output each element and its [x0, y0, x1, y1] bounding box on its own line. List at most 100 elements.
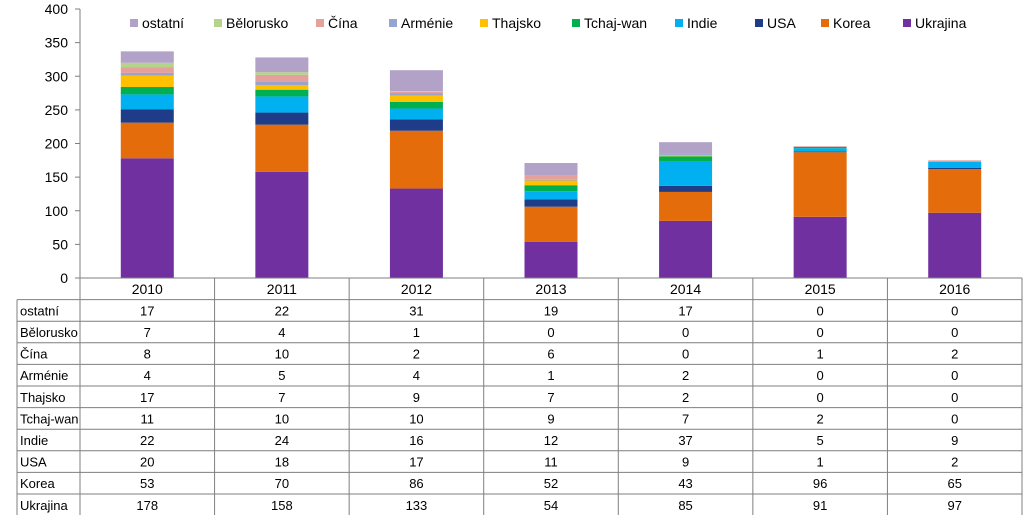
table-cell: 1: [547, 368, 554, 383]
bar-segment: [255, 96, 309, 113]
bar-segment: [120, 62, 174, 68]
table-cell: 2: [682, 390, 689, 405]
legend-swatch: [821, 19, 829, 27]
bar-segment: [255, 84, 309, 90]
bar-segment: [255, 89, 309, 97]
bar-segment: [255, 74, 309, 82]
legend-label: Korea: [833, 15, 871, 31]
bar-segment: [389, 101, 443, 109]
bar-segment: [389, 91, 443, 92]
table-cell: 0: [817, 368, 824, 383]
table-cell: 65: [947, 476, 961, 491]
bar-segment: [524, 163, 578, 176]
bar-segment: [120, 51, 174, 63]
bar-segment: [120, 158, 174, 278]
table-cell: 2: [817, 411, 824, 426]
bar-segment: [524, 179, 578, 181]
bar-segment: [389, 93, 443, 96]
table-cell: 6: [547, 347, 554, 362]
bar-segment: [120, 109, 174, 123]
table-cell: 0: [951, 368, 958, 383]
bar-segment: [120, 75, 174, 88]
table-cell: 0: [817, 303, 824, 318]
bar-segment: [255, 72, 309, 75]
y-tick-label: 200: [45, 136, 69, 152]
table-cell: 12: [544, 433, 558, 448]
table-cell: 2: [951, 347, 958, 362]
legend-label: ostatní: [142, 15, 184, 31]
table-cell: 24: [275, 433, 289, 448]
bar-segment: [928, 169, 982, 213]
x-tick-label: 2013: [535, 281, 566, 297]
legend-swatch: [903, 19, 911, 27]
table-cell: 11: [544, 455, 558, 470]
table-cell: 7: [547, 390, 554, 405]
legend-swatch: [389, 19, 397, 27]
table-cell: 10: [409, 411, 423, 426]
y-axis: 0 50 100 150 200 250 300 350 400: [45, 1, 81, 286]
table-row-label: ostatní: [20, 303, 59, 318]
bar-segment: [793, 146, 847, 149]
legend-swatch: [675, 19, 683, 27]
table-row-label: USA: [20, 455, 47, 470]
table-cell: 96: [813, 476, 827, 491]
table-cell: 178: [136, 498, 158, 513]
table-cell: 37: [678, 433, 692, 448]
table-cell: 22: [140, 433, 154, 448]
table-cell: 133: [406, 498, 428, 513]
table-cell: 5: [817, 433, 824, 448]
bar-segment: [120, 122, 174, 159]
bar-segment: [524, 206, 578, 242]
bar-segment: [659, 142, 713, 154]
x-tick-label: 2012: [401, 281, 432, 297]
bar-segment: [659, 191, 713, 221]
table-cell: 8: [144, 347, 151, 362]
bar-segment: [524, 241, 578, 278]
bar-segment: [255, 124, 309, 172]
table-cell: 85: [678, 498, 692, 513]
table-row-label: Indie: [20, 433, 48, 448]
bar-segment: [659, 185, 713, 192]
table-cell: 18: [275, 455, 289, 470]
y-tick-label: 250: [45, 102, 69, 118]
bar-segment: [793, 152, 847, 217]
bar-segment: [793, 151, 847, 153]
bar-segment: [524, 191, 578, 200]
x-tick-label: 2010: [132, 281, 163, 297]
bar-segment: [524, 185, 578, 192]
x-tick-label: 2016: [939, 281, 970, 297]
bar-segment: [524, 175, 578, 180]
table-cell: 20: [140, 455, 154, 470]
y-tick-label: 150: [45, 169, 69, 185]
table-row-label: Tchaj-wan: [20, 411, 79, 426]
bar-segment: [389, 119, 443, 131]
bar-segment: [928, 167, 982, 170]
bar-segment: [389, 188, 443, 278]
bar-segment: [120, 87, 174, 95]
bars: [120, 51, 982, 278]
table-cell: 1: [413, 325, 420, 340]
bar-segment: [793, 146, 847, 147]
table-cell: 97: [947, 498, 961, 513]
bar-segment: [793, 148, 847, 152]
table-cell: 0: [547, 325, 554, 340]
table-cell: 17: [409, 455, 423, 470]
legend-label: Tchaj-wan: [584, 15, 647, 31]
table-cell: 9: [682, 455, 689, 470]
legend-swatch: [572, 19, 580, 27]
table-cell: 70: [275, 476, 289, 491]
table-cell: 0: [682, 325, 689, 340]
bar-segment: [120, 67, 174, 73]
table-cell: 7: [278, 390, 285, 405]
table-cell: 1: [817, 455, 824, 470]
table-cell: 4: [278, 325, 285, 340]
bar-segment: [120, 94, 174, 110]
table-cell: 0: [817, 325, 824, 340]
bar-segment: [659, 154, 713, 157]
bar-segment: [389, 91, 443, 94]
table-cell: 17: [678, 303, 692, 318]
table-cell: 0: [682, 347, 689, 362]
table-cell: 4: [413, 368, 420, 383]
